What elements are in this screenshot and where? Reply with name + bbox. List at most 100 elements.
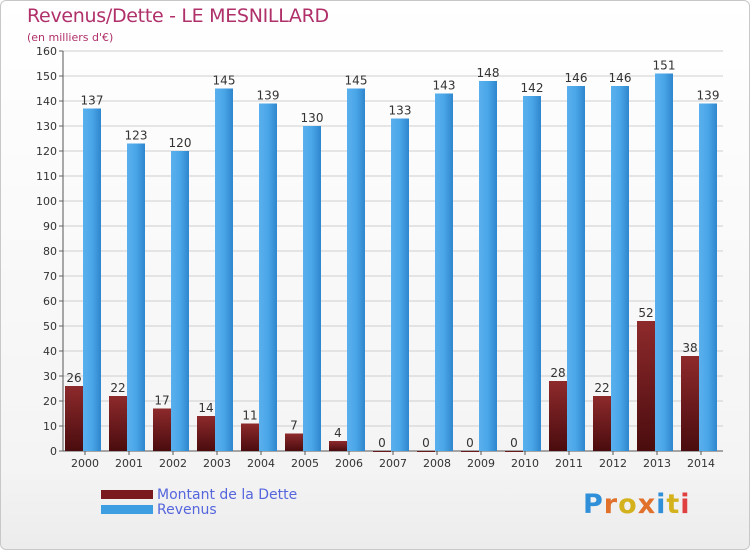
logo-letter: P bbox=[583, 489, 604, 520]
y-tick-label: 70 bbox=[43, 270, 57, 283]
data-label-dette: 28 bbox=[550, 366, 565, 380]
data-label-revenus: 142 bbox=[521, 81, 544, 95]
x-tick-label: 2005 bbox=[291, 457, 319, 470]
data-label-dette: 11 bbox=[242, 409, 257, 423]
y-tick-label: 20 bbox=[43, 395, 57, 408]
bar-revenus bbox=[127, 143, 145, 451]
legend-label-dette: Montant de la Dette bbox=[157, 486, 298, 503]
bar-revenus bbox=[611, 86, 629, 451]
data-label-revenus: 139 bbox=[257, 89, 280, 103]
data-label-dette: 0 bbox=[510, 436, 518, 450]
legend-item-revenus: Revenus bbox=[101, 501, 297, 518]
data-label-dette: 7 bbox=[290, 419, 298, 433]
bar-revenus bbox=[303, 126, 321, 451]
y-tick-label: 40 bbox=[43, 345, 57, 358]
legend-item-dette: Montant de la Dette bbox=[101, 486, 298, 503]
logo-letter: i bbox=[656, 489, 667, 520]
y-tick-label: 50 bbox=[43, 320, 57, 333]
bar-revenus bbox=[699, 103, 717, 451]
bar-revenus bbox=[523, 96, 541, 451]
x-tick-label: 2013 bbox=[643, 457, 671, 470]
legend: Montant de la Dette Revenus bbox=[101, 486, 298, 518]
x-tick-label: 2000 bbox=[71, 457, 99, 470]
data-label-dette: 0 bbox=[422, 436, 430, 450]
data-label-dette: 22 bbox=[594, 381, 609, 395]
bar-revenus bbox=[83, 108, 101, 451]
bar-dette bbox=[637, 321, 655, 451]
bar-revenus bbox=[259, 103, 277, 451]
bar-dette bbox=[329, 441, 347, 451]
logo-letter: t bbox=[666, 489, 681, 520]
bar-dette bbox=[593, 396, 611, 451]
x-tick-label: 2002 bbox=[159, 457, 187, 470]
bar-dette bbox=[549, 381, 567, 451]
data-label-dette: 22 bbox=[110, 381, 125, 395]
bar-dette bbox=[153, 408, 171, 451]
data-label-revenus: 139 bbox=[697, 89, 720, 103]
y-tick-label: 160 bbox=[36, 45, 57, 58]
bar-dette bbox=[241, 423, 259, 451]
data-label-revenus: 120 bbox=[169, 136, 192, 150]
bar-dette bbox=[197, 416, 215, 451]
y-tick-label: 10 bbox=[43, 420, 57, 433]
legend-swatch-dette bbox=[101, 490, 153, 499]
bar-revenus bbox=[347, 88, 365, 451]
data-label-dette: 52 bbox=[638, 306, 653, 320]
logo-letter: o bbox=[618, 489, 638, 520]
y-tick-label: 90 bbox=[43, 220, 57, 233]
bar-dette bbox=[681, 356, 699, 451]
x-tick-label: 2003 bbox=[203, 457, 231, 470]
y-tick-label: 110 bbox=[36, 170, 57, 183]
bar-dette bbox=[505, 451, 523, 452]
y-tick-label: 30 bbox=[43, 370, 57, 383]
bar-revenus bbox=[567, 86, 585, 451]
data-label-revenus: 133 bbox=[389, 104, 412, 118]
bar-dette bbox=[109, 396, 127, 451]
bar-revenus bbox=[655, 73, 673, 451]
chart-subtitle: (en milliers d'€) bbox=[27, 31, 114, 44]
y-tick-label: 0 bbox=[50, 445, 57, 458]
x-tick-label: 2001 bbox=[115, 457, 143, 470]
x-tick-label: 2008 bbox=[423, 457, 451, 470]
data-label-revenus: 143 bbox=[433, 79, 456, 93]
data-label-revenus: 130 bbox=[301, 111, 324, 125]
y-tick-label: 140 bbox=[36, 95, 57, 108]
bar-dette bbox=[417, 451, 435, 452]
data-label-revenus: 148 bbox=[477, 66, 500, 80]
x-tick-label: 2009 bbox=[467, 457, 495, 470]
logo-letter: i bbox=[680, 489, 691, 520]
x-tick-label: 2011 bbox=[555, 457, 583, 470]
bar-revenus bbox=[215, 88, 233, 451]
bar-dette bbox=[373, 451, 391, 452]
data-label-revenus: 145 bbox=[345, 74, 368, 88]
legend-swatch-revenus bbox=[101, 505, 153, 514]
data-label-revenus: 146 bbox=[565, 71, 588, 85]
y-tick-label: 80 bbox=[43, 245, 57, 258]
x-tick-label: 2004 bbox=[247, 457, 275, 470]
x-tick-label: 2006 bbox=[335, 457, 363, 470]
y-tick-label: 60 bbox=[43, 295, 57, 308]
y-tick-label: 150 bbox=[36, 70, 57, 83]
data-label-dette: 4 bbox=[334, 426, 342, 440]
x-tick-label: 2012 bbox=[599, 457, 627, 470]
bar-revenus bbox=[479, 81, 497, 451]
logo-letter: x bbox=[637, 489, 657, 520]
data-label-revenus: 146 bbox=[609, 71, 632, 85]
data-label-dette: 38 bbox=[682, 341, 697, 355]
bar-revenus bbox=[171, 151, 189, 451]
x-tick-label: 2014 bbox=[687, 457, 715, 470]
chart-title: Revenus/Dette - LE MESNILLARD bbox=[27, 5, 329, 27]
y-tick-label: 120 bbox=[36, 145, 57, 158]
y-tick-label: 100 bbox=[36, 195, 57, 208]
bar-dette bbox=[65, 386, 83, 451]
bar-revenus bbox=[391, 118, 409, 451]
x-tick-label: 2010 bbox=[511, 457, 539, 470]
x-tick-label: 2007 bbox=[379, 457, 407, 470]
proxiti-logo: Proxiti bbox=[583, 489, 691, 520]
logo-letter: r bbox=[603, 489, 619, 520]
data-label-revenus: 151 bbox=[653, 59, 676, 73]
y-tick-label: 130 bbox=[36, 120, 57, 133]
legend-label-revenus: Revenus bbox=[157, 501, 217, 518]
